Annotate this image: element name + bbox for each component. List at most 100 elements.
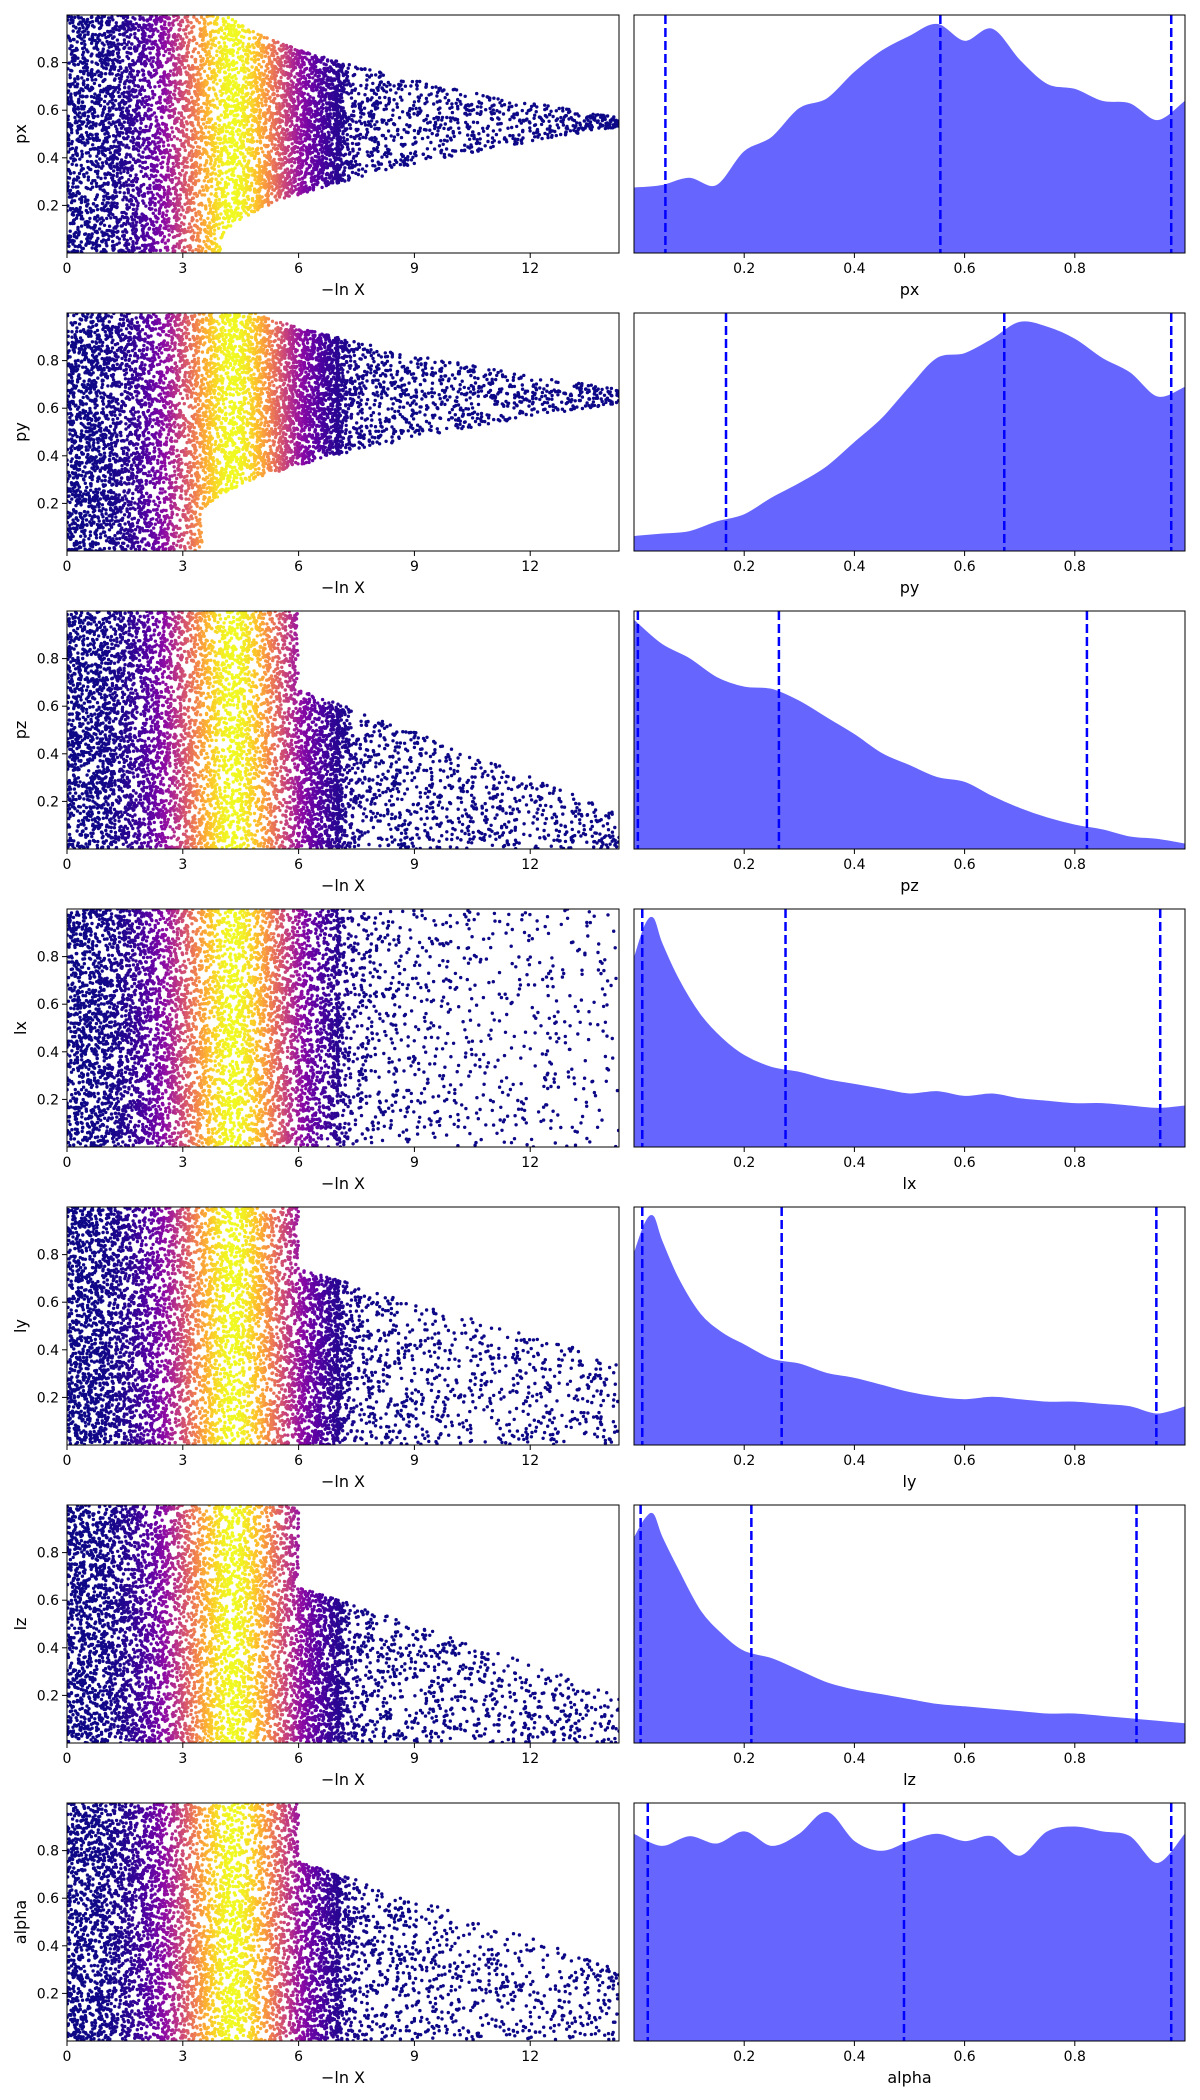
scatter-point [160,239,164,244]
scatter-point [187,91,191,96]
scatter-point [125,35,129,39]
scatter-point [377,96,382,100]
scatter-point [249,51,253,55]
scatter-point [313,154,317,158]
scatter-point [432,116,436,121]
scatter-point [283,155,287,160]
scatter-point [133,32,137,36]
scatter-point [215,195,219,199]
scatter-point [425,114,430,118]
scatter-point [358,107,362,112]
scatter-point [412,112,416,116]
scatter-point [288,188,292,192]
scatter-point [242,145,246,149]
scatter-point [267,105,272,109]
scatter-point [364,133,369,137]
scatter-point [116,60,120,64]
scatter-point [145,186,150,190]
scatter-point [105,216,109,221]
scatter-point [76,62,81,67]
scatter-point [136,69,140,74]
scatter-point [295,150,300,154]
scatter-point [128,153,132,157]
scatter-point [86,151,91,155]
scatter-point [350,141,355,146]
scatter-point [272,167,276,171]
scatter-point [215,53,219,58]
scatter-point [157,147,161,152]
scatter-point [428,120,432,124]
scatter-point [361,135,365,139]
scatter-point [475,91,479,96]
scatter-point [345,83,349,87]
scatter-point [68,221,73,226]
scatter-point [121,92,125,96]
scatter-point [96,15,100,19]
scatter-point [203,114,207,119]
scatter-point [200,117,204,122]
scatter-point [73,244,77,248]
scatter-point [93,241,97,246]
scatter-point [106,201,111,205]
scatter-point [171,49,176,53]
scatter-point [214,187,218,192]
scatter-point [104,66,109,71]
scatter-point [127,99,131,103]
scatter-point [264,117,268,122]
scatter-point [410,79,415,84]
scatter-point [324,176,328,181]
scatter-point [163,241,167,245]
scatter-point [185,35,189,39]
scatter-point [158,248,163,253]
scatter-point [293,48,297,52]
scatter-point [269,149,274,153]
scatter-point [166,165,170,170]
scatter-point [359,111,363,115]
scatter-point [126,75,130,79]
scatter-point [185,196,189,200]
scatter-point [490,136,495,140]
scatter-point [134,22,139,26]
scatter-point [185,127,189,132]
scatter-point [161,185,165,190]
scatter-point [242,95,246,100]
scatter-point [237,183,241,188]
scatter-point [80,100,85,105]
scatter-point [374,73,378,77]
scatter-point [517,133,521,137]
scatter-point [75,120,79,125]
scatter-point [174,183,179,187]
scatter-point [126,187,130,191]
scatter-point [118,180,122,185]
scatter-point [195,65,200,70]
scatter-point [183,148,187,153]
scatter-point [146,79,151,83]
scatter-point [78,157,82,161]
scatter-point [80,195,84,199]
scatter-point [267,96,272,101]
scatter-point [90,86,94,90]
scatter-point [117,118,121,122]
scatter-point [486,139,490,144]
scatter-point [365,73,369,78]
scatter-point [159,138,163,142]
scatter-point [447,98,451,103]
scatter-point [436,115,441,120]
scatter-point [260,103,265,108]
scatter-point [406,113,410,117]
scatter-point [211,86,215,90]
scatter-point [147,176,152,181]
scatter-point [79,104,84,108]
scatter-point [97,244,102,248]
scatter-point [177,176,181,181]
scatter-point [98,122,103,126]
scatter-point [79,168,83,173]
scatter-point [340,81,344,86]
scatter-point [213,172,218,176]
scatter-point [117,68,121,73]
scatter-point [67,195,72,199]
scatter-point [340,125,344,129]
scatter-point [230,18,235,22]
scatter-point [135,246,139,250]
scatter-point [475,111,479,116]
